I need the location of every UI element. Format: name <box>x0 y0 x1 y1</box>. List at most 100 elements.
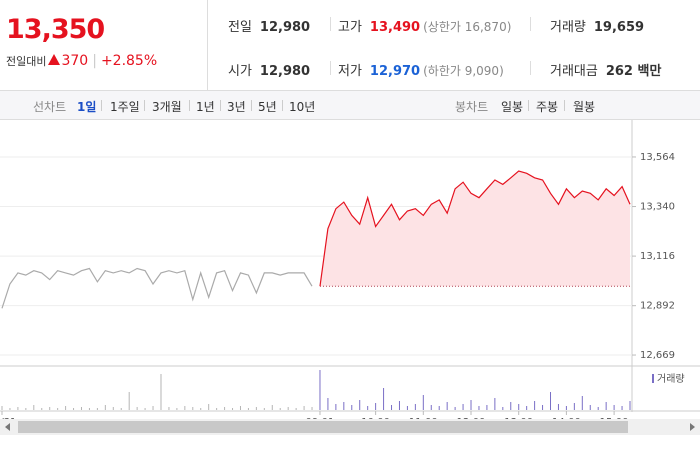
y-tick-label: 12,892 <box>640 301 675 312</box>
volume-bar <box>120 408 122 410</box>
volume-bar <box>518 404 520 410</box>
x-tick-label: 13:00 <box>504 417 533 428</box>
divider <box>530 61 531 75</box>
tab-divider <box>282 100 283 111</box>
tab[interactable]: 주봉 <box>536 100 559 114</box>
volume-bar <box>319 370 321 410</box>
volume-bar <box>534 401 536 410</box>
volume-bar <box>144 408 146 410</box>
x-tick-label: 11:00 <box>409 417 438 428</box>
volume-bar <box>470 400 472 410</box>
change-percent: +2.85% <box>100 53 158 69</box>
volume-bar <box>486 405 488 410</box>
volume-bar <box>247 408 249 410</box>
volume-bar <box>422 395 424 410</box>
tab[interactable]: 10년 <box>289 100 316 114</box>
volume-bar <box>17 407 19 410</box>
volume-bar <box>573 403 575 410</box>
tab[interactable]: 3년 <box>227 100 246 114</box>
volume-bar <box>33 405 35 410</box>
tab[interactable]: 5년 <box>258 100 277 114</box>
volume-bar <box>200 408 202 410</box>
volume-bar <box>430 405 432 410</box>
volume-bar <box>494 398 496 410</box>
volume-bar <box>303 406 305 410</box>
volume-bar <box>41 408 43 410</box>
volume-bar <box>208 404 210 410</box>
scrollbar-thumb <box>18 421 628 433</box>
volume-bar <box>88 408 90 410</box>
tab[interactable]: 1일 <box>77 100 97 114</box>
scrollbar-track <box>0 419 700 435</box>
volume-bar <box>271 405 273 410</box>
volume-bar <box>263 408 265 410</box>
volume-bar <box>57 408 59 410</box>
stat-label: 거래대금 <box>550 64 598 79</box>
stat-value: 13,490 <box>369 20 421 35</box>
price-line <box>1 267 313 309</box>
volume-bar <box>621 406 623 410</box>
volume-bar <box>216 408 218 410</box>
volume-bar <box>629 401 631 410</box>
tab-divider <box>251 100 252 111</box>
volume-bar <box>565 406 567 410</box>
volume-bar <box>589 405 591 410</box>
volume-bar <box>438 406 440 410</box>
volume-bar <box>160 374 162 410</box>
volume-bar <box>112 407 114 410</box>
volume-bar <box>406 406 408 410</box>
tab[interactable]: 1주일 <box>110 100 140 114</box>
price-panel: 13,350 전일대비 370 | +2.85% <box>0 0 208 90</box>
volume-bar <box>581 396 583 410</box>
volume-bar <box>367 406 369 410</box>
volume-bar <box>80 407 82 410</box>
y-tick-label: 13,116 <box>640 251 675 262</box>
volume-bar <box>152 406 154 410</box>
scroll-right <box>690 423 695 431</box>
volume-bar <box>295 408 297 410</box>
volume-bar <box>168 407 170 410</box>
volume-bar <box>239 406 241 410</box>
tab[interactable]: 1년 <box>196 100 215 114</box>
x-tick-label: 12:00 <box>457 417 486 428</box>
tab[interactable]: 일봉 <box>501 100 524 114</box>
volume-bar <box>136 407 138 410</box>
volume-bar <box>232 408 234 410</box>
divider <box>530 17 531 31</box>
stat: 거래량 19,659 <box>550 16 644 35</box>
volume-bar <box>65 406 67 410</box>
volume-bar <box>104 405 106 410</box>
y-tick-label: 12,669 <box>640 350 675 361</box>
stat-value: 262 백만 <box>605 64 662 79</box>
tab-group-label: 봉차트 <box>455 100 489 114</box>
volume-bar <box>398 401 400 410</box>
stat-note: (상한가 16,870) <box>423 20 512 34</box>
stat: 고가 13,490 (상한가 16,870) <box>338 16 511 35</box>
change-amount: 370 <box>61 53 89 69</box>
volume-bar <box>184 406 186 410</box>
volume-bar <box>351 405 353 410</box>
volume-bar <box>454 407 456 410</box>
x-tick-label: 09:01 <box>306 417 335 428</box>
tab[interactable]: 월봉 <box>573 100 596 114</box>
divider <box>330 61 331 75</box>
tab-group-label: 선차트 <box>33 100 67 114</box>
stat-value: 19,659 <box>593 20 645 35</box>
divider <box>330 17 331 31</box>
volume-bar <box>73 408 75 410</box>
area <box>319 171 630 287</box>
volume-bar <box>391 405 393 410</box>
stat-value: 12,980 <box>259 64 311 79</box>
stat-value: 12,970 <box>369 64 421 79</box>
volume-bar <box>375 403 377 410</box>
x-tick-label: 10:00 <box>361 417 390 428</box>
volume-bar <box>176 408 178 410</box>
volume-bar <box>550 392 552 410</box>
volume-bar <box>255 407 257 410</box>
stat: 저가 12,970 (하한가 9,090) <box>338 60 504 79</box>
stat: 전일 12,980 <box>228 16 310 35</box>
tab[interactable]: 3개월 <box>152 100 182 114</box>
volume-bar <box>478 406 480 410</box>
tab-divider <box>220 100 221 111</box>
summary-header: 13,350 전일대비 370 | +2.85% 전일 12,980 고가 13,490(… <box>0 0 700 91</box>
